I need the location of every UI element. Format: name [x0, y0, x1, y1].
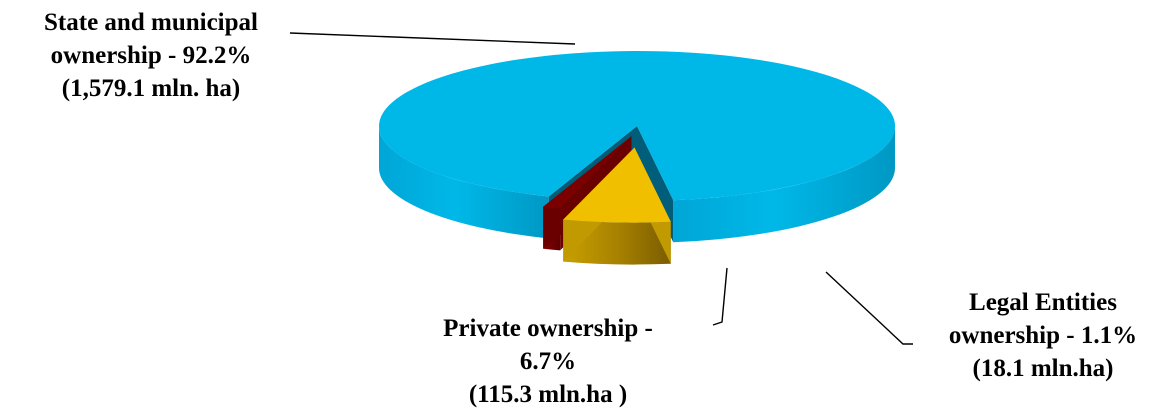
slice-label-private: Private ownership - 6.7% (115.3 mln.ha ) [398, 312, 698, 411]
leader-line-private [712, 267, 728, 326]
slice-label-legal-line-2: ownership - 1.1% [948, 322, 1138, 349]
slice-label-private-line-3: (115.3 mln.ha ) [468, 381, 628, 408]
slice-label-state-municipal: State and municipal ownership - 92.2% (1… [8, 6, 294, 105]
slice-label-private-line-1: Private ownership - [443, 315, 653, 342]
slice-side-state-1 [673, 126, 896, 243]
slice-label-private-line-2: 6.7% [519, 348, 577, 375]
slice-side-state-0 [379, 126, 549, 239]
slice-top-legal [543, 136, 632, 209]
slice-label-legal-line-1: Legal Entities [969, 289, 1117, 316]
slice-label-state-line-2: ownership - 92.2% [50, 42, 252, 69]
slice-label-state-line-3: (1,579.1 mln. ha) [61, 75, 241, 102]
slice-label-legal-line-3: (18.1 mln.ha) [972, 355, 1114, 382]
slice-label-state-line-1: State and municipal [44, 9, 258, 36]
slice-top-private [563, 147, 671, 223]
slice-top-state [379, 51, 896, 201]
leader-line-legal [825, 271, 913, 345]
leader-line-state [289, 32, 576, 45]
slice-label-legal-entities: Legal Entities ownership - 1.1% (18.1 ml… [920, 286, 1161, 385]
